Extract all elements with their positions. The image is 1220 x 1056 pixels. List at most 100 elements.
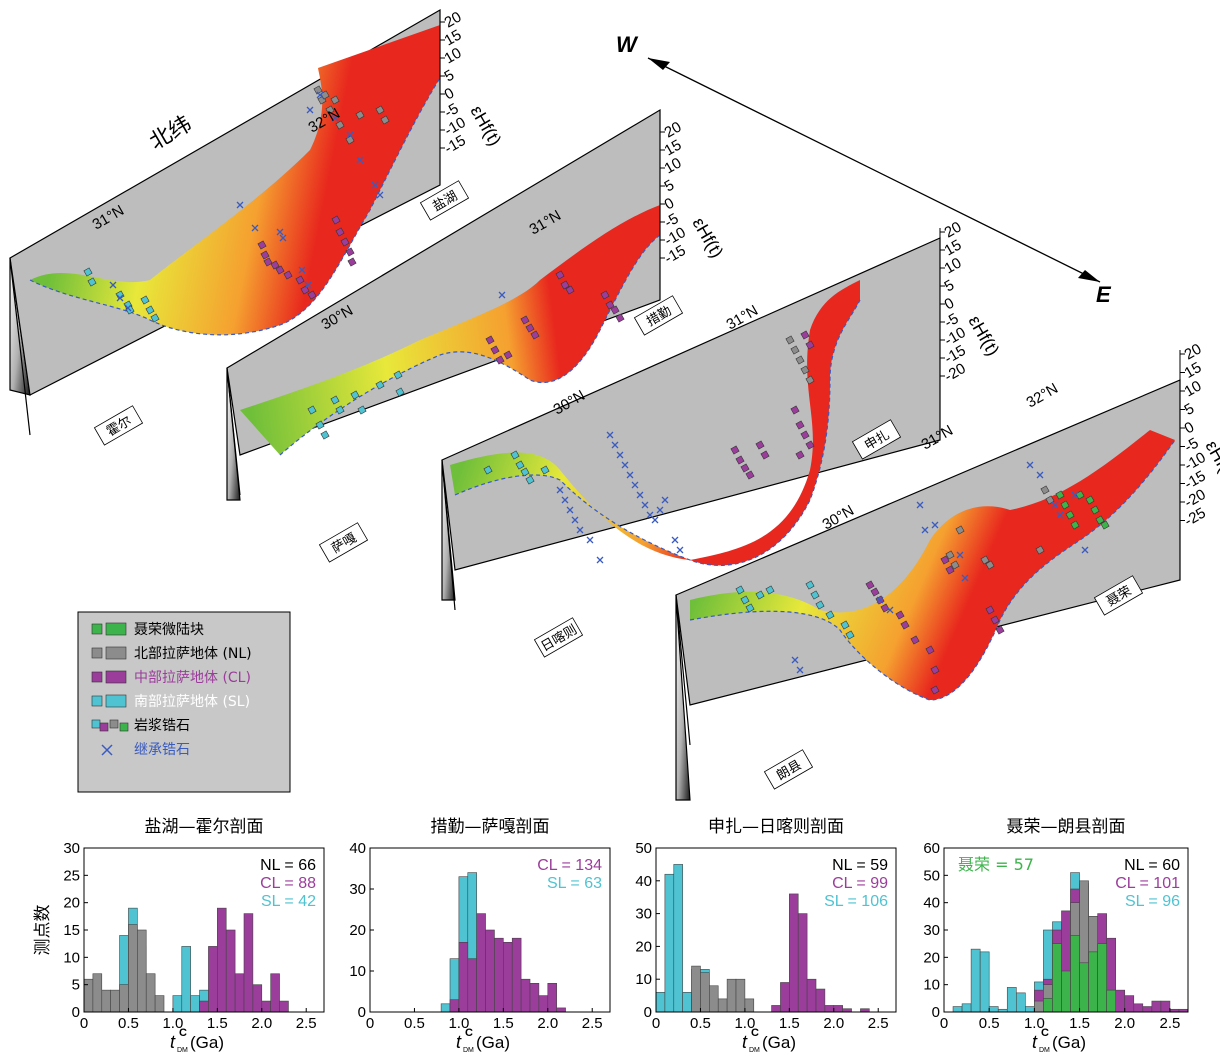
legend-label: 中部拉萨地体 (CL)	[134, 670, 251, 686]
inherited-zircon-marker	[586, 536, 594, 544]
histogram-bar	[234, 973, 245, 1013]
magmatic-zircon-marker	[800, 365, 810, 375]
histogram-bar	[833, 1005, 843, 1013]
histogram-bar	[110, 989, 120, 1013]
histogram-bar	[494, 937, 504, 1013]
magmatic-zircon-marker	[565, 285, 575, 295]
inherited-zircon-marker	[576, 526, 584, 534]
magmatic-zircon-marker	[945, 550, 955, 560]
histogram-bar	[83, 978, 94, 1013]
svg-text:t: t	[742, 1032, 748, 1052]
histogram-bar	[1115, 989, 1126, 1013]
inherited-zircon-marker	[116, 294, 124, 302]
histogram-bar	[815, 988, 826, 1013]
y-tick-label: 30	[63, 840, 80, 857]
magmatic-zircon-marker	[270, 260, 280, 270]
x-tick-label: 0.5	[979, 1015, 1000, 1032]
profile-name-label: 朗县	[763, 749, 814, 790]
y-tick-label: 40	[635, 873, 652, 890]
histogram-bar	[217, 907, 227, 1013]
histogram-frame	[655, 847, 897, 1013]
histogram-bar	[279, 1000, 289, 1013]
inherited-zircon-marker	[316, 91, 324, 99]
magmatic-zircon-marker	[745, 470, 755, 480]
epsilon-tick-label: 0	[1182, 419, 1198, 438]
histogram-bar	[771, 1005, 781, 1013]
magmatic-zircon-marker	[345, 247, 355, 257]
band-lower-boundary	[454, 299, 861, 567]
histogram-count-label: CL = 99	[832, 875, 888, 892]
panel-edge	[9, 257, 31, 436]
y-tick-label: 30	[923, 922, 940, 939]
histogram-bar	[225, 929, 236, 1013]
histogram-bar	[199, 1000, 209, 1013]
inherited-zircon-marker	[886, 606, 894, 614]
epsilon-tick-label: 15	[942, 236, 965, 259]
histogram-bar	[1160, 1000, 1171, 1013]
histogram-bar	[744, 998, 755, 1013]
epsilon-tick-label: 10	[1182, 377, 1205, 400]
inherited-zircon-marker	[376, 191, 384, 199]
inherited-zircon-marker	[276, 228, 284, 236]
profile-name-label: 日喀则	[533, 617, 584, 658]
epsilon-tick-label: 20	[442, 8, 465, 31]
magmatic-zircon-marker	[307, 290, 317, 300]
magmatic-zircon-marker	[930, 685, 940, 695]
histogram-count-label: NL = 66	[260, 857, 316, 874]
inherited-zircon-marker	[331, 114, 339, 122]
magmatic-zircon-marker	[790, 405, 800, 415]
magmatic-zircon-marker	[795, 450, 805, 460]
panel-top-face	[675, 379, 1181, 706]
magmatic-zircon-marker	[335, 227, 345, 237]
magmatic-zircon-marker	[740, 463, 750, 473]
magmatic-zircon-marker	[485, 335, 495, 345]
histogram-bar	[476, 913, 486, 1013]
epsilon-tick-label: -15	[442, 132, 469, 158]
magmatic-zircon-marker	[495, 355, 505, 365]
epsilon-tick-label: 20	[662, 118, 685, 141]
inherited-zircon-marker	[279, 234, 287, 242]
magmatic-zircon-marker	[730, 445, 740, 455]
magmatic-zircon-marker	[320, 430, 330, 440]
epsilon-axis-label: εHf(t)	[689, 214, 728, 261]
magmatic-zircon-marker	[260, 250, 270, 260]
legend-label: 岩浆锆石	[134, 718, 190, 734]
histogram-count-label: NL = 59	[832, 857, 888, 874]
magmatic-zircon-marker	[1100, 520, 1110, 530]
histogram-bar	[691, 965, 701, 1013]
magmatic-zircon-marker	[990, 615, 1000, 625]
histogram-bar	[789, 893, 799, 1013]
histogram-bar	[485, 929, 495, 1013]
svg-text:DM: DM	[463, 1047, 474, 1054]
panel-top-face	[226, 108, 661, 456]
inherited-zircon-marker	[346, 131, 354, 139]
magmatic-zircon-marker	[1070, 520, 1080, 530]
histogram-bar	[824, 1005, 835, 1013]
legend-row: 中部拉萨地体 (CL)	[91, 670, 251, 686]
magmatic-zircon-marker	[555, 270, 565, 280]
inherited-zircon-marker	[298, 266, 306, 274]
magmatic-zircon-marker	[145, 305, 155, 315]
epsilon-tick-label: 0	[942, 295, 958, 314]
epsilon-tick-label: 10	[942, 254, 965, 277]
magmatic-zircon-marker	[800, 430, 810, 440]
svg-text:(Ga): (Ga)	[476, 1033, 510, 1052]
svg-text:C: C	[465, 1027, 473, 1039]
panel-edge	[675, 594, 691, 746]
magmatic-zircon-marker	[300, 285, 310, 295]
magmatic-zircon-marker	[520, 315, 530, 325]
magmatic-zircon-marker	[785, 335, 795, 345]
y-tick-label: 60	[923, 840, 940, 857]
magmatic-zircon-marker	[765, 585, 775, 595]
magmatic-zircon-marker	[350, 390, 360, 400]
inherited-zircon-marker	[641, 501, 649, 509]
magmatic-zircon-marker	[283, 270, 293, 280]
histogram-bar	[709, 985, 719, 1013]
y-tick-label: 10	[63, 949, 80, 966]
histogram-bar	[1061, 970, 1071, 1013]
x-tick-label: 2.0	[537, 1015, 558, 1032]
inherited-zircon-marker	[1051, 501, 1059, 509]
inherited-zircon-marker	[626, 471, 634, 479]
svg-text:t: t	[1032, 1032, 1038, 1052]
epsilon-tick-label: 10	[442, 44, 465, 67]
